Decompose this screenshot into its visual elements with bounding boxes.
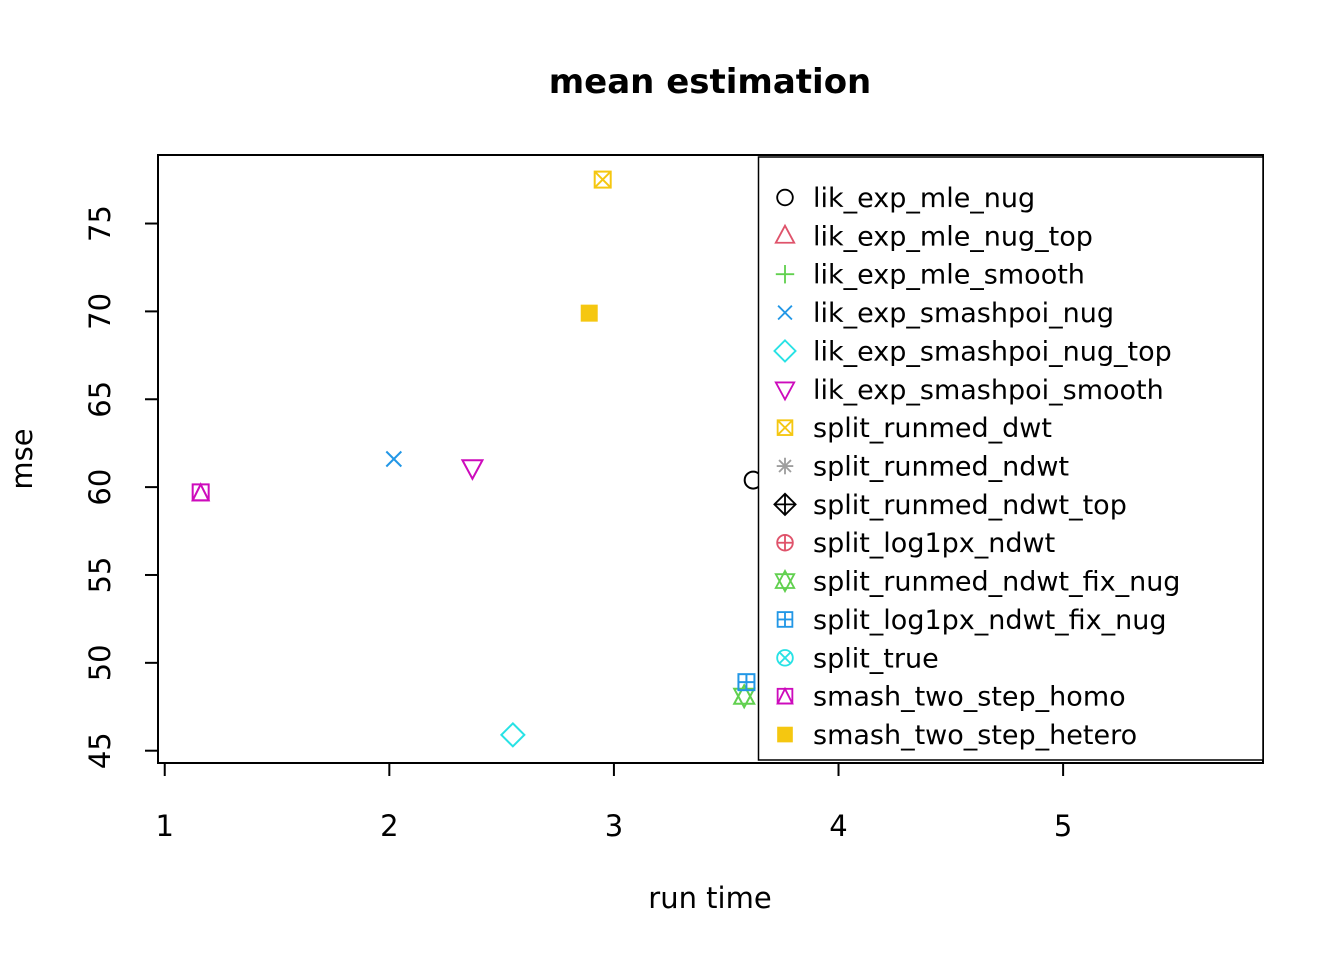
circle-x-icon xyxy=(776,649,794,667)
square-filled-icon xyxy=(777,726,793,743)
legend-item-label: lik_exp_mle_smooth xyxy=(813,260,1085,291)
triangle-up-open-icon xyxy=(774,223,796,244)
legend-item: split_runmed_ndwt_fix_nug xyxy=(774,567,1180,598)
x-axis-label: run time xyxy=(648,881,771,915)
legend-item: lik_exp_smashpoi_nug xyxy=(777,298,1114,329)
x-tick-label: 3 xyxy=(605,809,623,843)
asterisk-icon xyxy=(776,457,794,475)
triangle-down-open-icon xyxy=(774,381,796,402)
point-lik_exp_smashpoi_nug_top xyxy=(499,721,526,748)
x-tick-label: 4 xyxy=(829,809,847,843)
legend-item: lik_exp_mle_smooth xyxy=(775,260,1085,291)
legend-item: lik_exp_mle_nug_top xyxy=(774,221,1093,252)
legend-item: split_runmed_ndwt xyxy=(776,452,1069,483)
x-tick-label: 1 xyxy=(156,809,174,843)
legend-item-label: split_runmed_ndwt_top xyxy=(813,490,1127,521)
legend-item-label: split_runmed_dwt xyxy=(813,413,1052,444)
x-icon xyxy=(777,305,793,321)
circle-open-icon xyxy=(776,188,794,207)
plus-icon xyxy=(775,265,795,284)
legend-item-label: smash_two_step_hetero xyxy=(813,720,1137,751)
legend-item-label: lik_exp_smashpoi_nug xyxy=(813,298,1114,329)
legend-item: smash_two_step_homo xyxy=(776,682,1126,713)
y-tick-label: 75 xyxy=(83,205,117,242)
x-tick-label: 2 xyxy=(380,809,398,843)
circle-plus-icon xyxy=(776,533,794,552)
y-tick-label: 60 xyxy=(83,469,117,506)
point-split_log1px_ndwt_fix_nug xyxy=(737,673,756,692)
legend-item: split_true xyxy=(776,643,939,674)
triangles-updown-icon xyxy=(774,569,796,594)
y-tick-label: 45 xyxy=(83,732,117,769)
legend-item: split_runmed_ndwt_top xyxy=(773,490,1127,521)
square-x-icon xyxy=(776,419,794,436)
square-triangle-icon xyxy=(776,686,794,705)
legend-item-label: split_runmed_ndwt_fix_nug xyxy=(813,567,1180,598)
chart-title: mean estimation xyxy=(549,62,872,102)
y-tick-label: 55 xyxy=(83,557,117,594)
square-plus-icon xyxy=(776,611,794,628)
point-smash_two_step_hetero xyxy=(580,304,598,322)
legend-item: smash_two_step_hetero xyxy=(777,720,1137,751)
point-lik_exp_smashpoi_smooth xyxy=(460,459,485,481)
diamond-plus-icon xyxy=(773,492,797,517)
point-split_runmed_dwt xyxy=(593,170,612,189)
legend-item: lik_exp_smashpoi_nug_top xyxy=(773,336,1172,367)
y-tick-label: 65 xyxy=(83,381,117,418)
legend-item: split_log1px_ndwt_fix_nug xyxy=(776,605,1167,636)
data-points xyxy=(191,170,763,748)
legend-item-label: lik_exp_mle_nug_top xyxy=(813,221,1093,252)
legend-item-label: lik_exp_smashpoi_nug_top xyxy=(813,336,1172,367)
legend-item-label: lik_exp_mle_nug xyxy=(813,183,1035,214)
legend-item-label: split_runmed_ndwt xyxy=(813,452,1069,483)
y-tick-label: 50 xyxy=(83,644,117,681)
legend-item-label: split_log1px_ndwt_fix_nug xyxy=(813,605,1167,636)
legend-item: split_log1px_ndwt xyxy=(776,528,1055,559)
point-split_runmed_ndwt_fix_nug xyxy=(732,683,756,710)
x-tick-label: 5 xyxy=(1054,809,1072,843)
legend: lik_exp_mle_nug lik_exp_mle_nug_top lik_ex… xyxy=(757,156,1264,761)
legend-item: lik_exp_mle_nug xyxy=(776,183,1035,214)
point-smash_two_step_homo xyxy=(191,482,211,502)
point-lik_exp_smashpoi_nug xyxy=(385,450,403,468)
legend-item-label: lik_exp_smashpoi_smooth xyxy=(813,375,1164,406)
y-axis-label: mse xyxy=(5,428,39,489)
diamond-open-icon xyxy=(773,339,797,363)
legend-box xyxy=(757,156,1264,761)
legend-item: split_runmed_dwt xyxy=(776,413,1052,444)
legend-item: lik_exp_smashpoi_smooth xyxy=(774,375,1164,406)
legend-item-label: smash_two_step_homo xyxy=(813,682,1126,713)
legend-item-label: split_true xyxy=(813,643,939,674)
legend-item-label: split_log1px_ndwt xyxy=(813,528,1055,559)
y-tick-label: 70 xyxy=(83,293,117,330)
